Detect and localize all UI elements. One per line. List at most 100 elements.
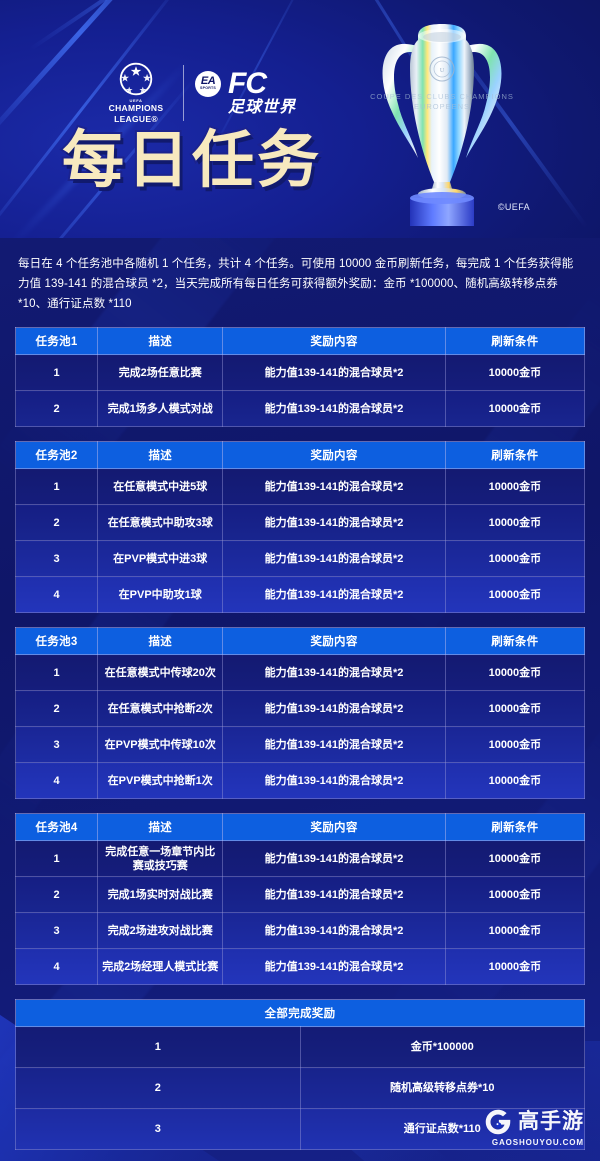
row-reward: 能力值139-141的混合球员*2: [222, 654, 446, 691]
refresh-header: 刷新条件: [444, 627, 586, 655]
table-header-row: 任务池2 描述 奖励内容 刷新条件: [14, 441, 586, 469]
table-row: 1 在任意模式中传球20次 能力值139-141的混合球员*2 10000金币: [14, 654, 586, 691]
fc-wordmark: FC: [228, 66, 267, 100]
light-streak: [29, 0, 231, 51]
row-description: 完成任意一场章节内比赛或技巧赛: [97, 840, 224, 877]
logo-divider: [183, 65, 184, 121]
row-reward: 能力值139-141的混合球员*2: [222, 762, 446, 799]
table-row: 2 完成1场多人模式对战 能力值139-141的混合球员*2 10000金币: [14, 390, 586, 427]
task-tables: 任务池1 描述 奖励内容 刷新条件 1 完成2场任意比赛 能力值139-141的…: [14, 327, 586, 1150]
row-number: 2: [14, 504, 99, 541]
table-row: 4 在PVP模式中抢断1次 能力值139-141的混合球员*2 10000金币: [14, 762, 586, 799]
table-row: 1 在任意模式中进5球 能力值139-141的混合球员*2 10000金币: [14, 468, 586, 505]
row-number: 2: [14, 690, 99, 727]
row-reward: 随机高级转移点券*10: [299, 1067, 585, 1109]
row-description: 完成2场任意比赛: [97, 354, 224, 391]
event-description: 每日在 4 个任务池中各随机 1 个任务，共计 4 个任务。可使用 10000 …: [18, 258, 574, 310]
row-number: 3: [15, 1108, 301, 1150]
uefa-champions-league-logo: UEFA CHAMPIONS LEAGUE®: [100, 62, 172, 124]
pool-name-header: 任务池1: [14, 327, 99, 355]
svg-text:EUROPEENS: EUROPEENS: [414, 102, 470, 111]
row-refresh: 10000金币: [444, 540, 586, 577]
uefa-copyright: ©UEFA: [497, 202, 530, 212]
watermark-url: GAOSHOUYOU.COM: [491, 1138, 584, 1147]
table-header-row: 任务池1 描述 奖励内容 刷新条件: [14, 327, 586, 355]
row-number: 3: [14, 912, 99, 949]
row-number: 3: [14, 726, 99, 763]
row-refresh: 10000金币: [444, 354, 586, 391]
row-description: 在PVP模式中进3球: [97, 540, 224, 577]
brand-logo-row: UEFA CHAMPIONS LEAGUE® EA SPORTS FC 足球世界: [100, 62, 296, 124]
row-refresh: 10000金币: [444, 948, 586, 985]
task-pool-table-2: 任务池2 描述 奖励内容 刷新条件 1 在任意模式中进5球 能力值139-141…: [14, 441, 586, 613]
reward-header: 奖励内容: [222, 327, 446, 355]
row-refresh: 10000金币: [444, 654, 586, 691]
table-row: 4 在PVP中助攻1球 能力值139-141的混合球员*2 10000金币: [14, 576, 586, 613]
row-description: 在任意模式中助攻3球: [97, 504, 224, 541]
svg-text:U: U: [440, 68, 445, 74]
row-number: 1: [14, 468, 99, 505]
reward-header: 奖励内容: [222, 813, 446, 841]
ea-label: EA: [200, 74, 216, 87]
row-description: 在任意模式中传球20次: [97, 654, 224, 691]
row-description: 完成2场进攻对战比赛: [97, 912, 224, 949]
description-header: 描述: [97, 441, 224, 469]
row-number: 1: [14, 840, 99, 877]
table-row: 2 在任意模式中助攻3球 能力值139-141的混合球员*2 10000金币: [14, 504, 586, 541]
hero-banner: U COUPE DES CLUBS CHAMPIONS EUROPEENS ©U…: [0, 0, 600, 238]
row-refresh: 10000金币: [444, 690, 586, 727]
row-refresh: 10000金币: [444, 876, 586, 913]
row-number: 4: [14, 948, 99, 985]
row-number: 2: [15, 1067, 301, 1109]
page-title: 每日任务: [60, 126, 323, 196]
refresh-header: 刷新条件: [444, 813, 586, 841]
svg-text:COUPE DES CLUBS CHAMPIONS: COUPE DES CLUBS CHAMPIONS: [370, 92, 514, 101]
table-row: 3 在PVP模式中传球10次 能力值139-141的混合球员*2 10000金币: [14, 726, 586, 763]
table-row: 2 完成1场实时对战比赛 能力值139-141的混合球员*2 10000金币: [14, 876, 586, 913]
row-number: 4: [14, 576, 99, 613]
table-row: 3 完成2场进攻对战比赛 能力值139-141的混合球员*2 10000金币: [14, 912, 586, 949]
row-description: 在PVP模式中传球10次: [97, 726, 224, 763]
row-description: 完成1场实时对战比赛: [97, 876, 224, 913]
ea-sports-fc-logo: EA SPORTS FC 足球世界: [195, 66, 297, 116]
row-reward: 能力值139-141的混合球员*2: [222, 876, 446, 913]
refresh-header: 刷新条件: [444, 327, 586, 355]
row-refresh: 10000金币: [444, 840, 586, 877]
table-row: 4 完成2场经理人模式比赛 能力值139-141的混合球员*2 10000金币: [14, 948, 586, 985]
row-reward: 能力值139-141的混合球员*2: [222, 912, 446, 949]
task-pool-table-1: 任务池1 描述 奖励内容 刷新条件 1 完成2场任意比赛 能力值139-141的…: [14, 327, 586, 427]
table-row: 2 随机高级转移点券*10: [15, 1067, 585, 1109]
row-reward: 能力值139-141的混合球员*2: [222, 504, 446, 541]
row-number: 2: [14, 876, 99, 913]
table-row: 1 完成2场任意比赛 能力值139-141的混合球员*2 10000金币: [14, 354, 586, 391]
row-reward: 能力值139-141的混合球员*2: [222, 690, 446, 727]
row-reward: 能力值139-141的混合球员*2: [222, 390, 446, 427]
table-header-row: 全部完成奖励: [15, 999, 585, 1027]
table-row: 1 完成任意一场章节内比赛或技巧赛 能力值139-141的混合球员*2 1000…: [14, 840, 586, 877]
row-refresh: 10000金币: [444, 912, 586, 949]
completion-reward-header: 全部完成奖励: [15, 999, 585, 1027]
row-description: 在任意模式中抢断2次: [97, 690, 224, 727]
ucl-line-1: CHAMPIONS: [108, 103, 164, 113]
row-number: 1: [14, 654, 99, 691]
row-reward: 能力值139-141的混合球员*2: [222, 726, 446, 763]
row-reward: 能力值139-141的混合球员*2: [222, 576, 446, 613]
pool-name-header: 任务池4: [14, 813, 99, 841]
row-number: 1: [14, 354, 99, 391]
row-refresh: 10000金币: [444, 468, 586, 505]
row-description: 完成1场多人模式对战: [97, 390, 224, 427]
row-refresh: 10000金币: [444, 576, 586, 613]
table-row: 2 在任意模式中抢断2次 能力值139-141的混合球员*2 10000金币: [14, 690, 586, 727]
ea-sports-badge-icon: EA SPORTS: [195, 70, 221, 97]
table-row: 3 在PVP模式中进3球 能力值139-141的混合球员*2 10000金币: [14, 540, 586, 577]
row-description: 在任意模式中进5球: [97, 468, 224, 505]
row-number: 3: [14, 540, 99, 577]
table-header-row: 任务池3 描述 奖励内容 刷新条件: [14, 627, 586, 655]
row-description: 完成2场经理人模式比赛: [97, 948, 224, 985]
row-reward: 能力值139-141的混合球员*2: [222, 468, 446, 505]
star-ball-icon: [119, 62, 153, 96]
row-reward: 金币*100000: [299, 1026, 585, 1068]
fc-subtitle: 足球世界: [228, 98, 297, 116]
sports-label: SPORTS: [200, 86, 216, 91]
